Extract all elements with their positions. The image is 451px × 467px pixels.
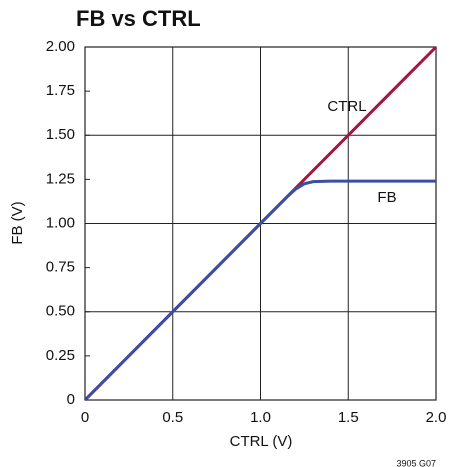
y-axis-label: FB (V) <box>9 201 26 244</box>
x-tick-label: 1.0 <box>250 409 271 426</box>
series-label: CTRL <box>327 98 366 115</box>
x-tick-label: 1.5 <box>338 409 359 426</box>
y-tick-label: 1.00 <box>46 214 75 231</box>
y-tick-label: 1.50 <box>46 126 75 143</box>
x-tick-label: 2.0 <box>426 409 447 426</box>
y-tick-label: 1.75 <box>46 82 75 99</box>
series-label: FB <box>377 189 396 206</box>
y-tick-label: 1.25 <box>46 170 75 187</box>
series-line <box>83 179 436 402</box>
y-tick-label: 0 <box>67 391 75 408</box>
chart-title: FB vs CTRL <box>76 6 201 31</box>
x-axis-label: CTRL (V) <box>230 433 293 450</box>
y-tick-label: 2.00 <box>46 38 75 55</box>
y-tick-label: 0.25 <box>46 347 75 364</box>
x-tick-label: 0.5 <box>162 409 183 426</box>
y-tick-label: 0.50 <box>46 303 75 320</box>
figure-note: 3905 G07 <box>396 458 436 467</box>
y-tick-label: 0.75 <box>46 259 75 276</box>
x-tick-label: 0 <box>81 409 89 426</box>
